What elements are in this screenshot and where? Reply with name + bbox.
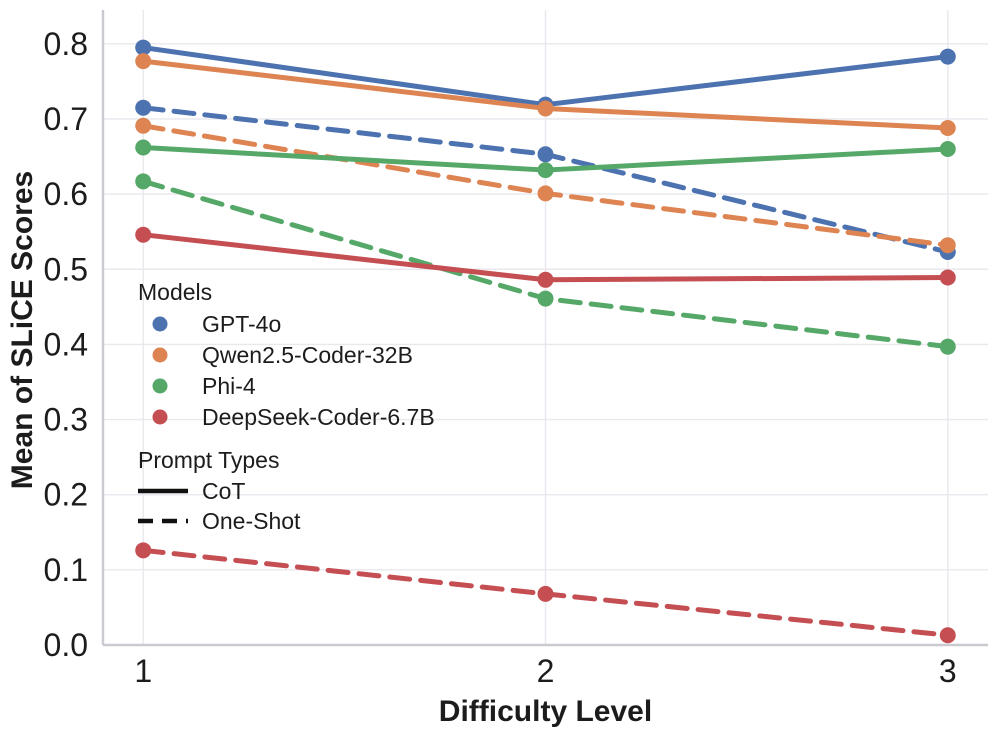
series-deepseek-coder-6-7b-one-shot [135, 542, 956, 644]
data-point-deepseek-coder-6-7b-one-shot [537, 585, 554, 602]
y-tick-label: 0.7 [44, 101, 88, 137]
legend-model-marker [152, 347, 168, 363]
data-point-phi-4-cot [939, 141, 956, 158]
x-axis-label: Difficulty Level [439, 695, 652, 728]
data-point-qwen2-5-coder-32b-one-shot [939, 237, 956, 254]
data-point-gpt-4o-cot [135, 39, 152, 56]
data-point-gpt-4o-one-shot [135, 99, 152, 116]
legend: Models GPT-4o Qwen2.5-Coder-32B Phi-4 DeepSe… [138, 279, 435, 534]
legend-prompt-label: One-Shot [202, 508, 301, 534]
data-point-qwen2-5-coder-32b-one-shot [135, 117, 152, 134]
y-tick-label: 0.3 [44, 402, 88, 438]
legend-model-label: Qwen2.5-Coder-32B [202, 342, 413, 368]
data-point-qwen2-5-coder-32b-one-shot [537, 185, 554, 202]
legend-models-title: Models [138, 279, 212, 305]
series-phi-4-cot [135, 139, 956, 179]
x-tick-label: 3 [939, 653, 957, 689]
legend-prompt-types-title: Prompt Types [138, 447, 279, 473]
data-point-phi-4-one-shot [537, 290, 554, 307]
legend-model-label: GPT-4o [202, 311, 281, 337]
data-point-gpt-4o-one-shot [537, 146, 554, 163]
data-point-qwen2-5-coder-32b-cot [537, 100, 554, 117]
y-tick-label: 0.0 [44, 627, 88, 663]
data-point-phi-4-one-shot [939, 338, 956, 355]
data-point-deepseek-coder-6-7b-cot [537, 271, 554, 288]
legend-model-label: DeepSeek-Coder-6.7B [202, 404, 435, 430]
data-point-gpt-4o-cot [939, 48, 956, 65]
data-point-phi-4-cot [537, 162, 554, 179]
data-point-phi-4-one-shot [135, 173, 152, 190]
data-point-deepseek-coder-6-7b-cot [939, 269, 956, 286]
data-point-deepseek-coder-6-7b-one-shot [939, 627, 956, 644]
series-qwen2-5-coder-32b-cot [135, 53, 956, 136]
data-point-qwen2-5-coder-32b-cot [939, 119, 956, 136]
series-phi-4-one-shot [135, 173, 956, 355]
y-axis-label: Mean of SLiCE Scores [6, 171, 39, 489]
y-tick-label: 0.8 [44, 26, 88, 62]
legend-model-marker [152, 378, 168, 394]
y-tick-label: 0.4 [44, 326, 88, 362]
legend-prompt-label: CoT [202, 478, 245, 504]
legend-model-marker [152, 409, 168, 425]
legend-model-marker [152, 316, 168, 332]
data-point-qwen2-5-coder-32b-cot [135, 53, 152, 70]
series-deepseek-coder-6-7b-cot [135, 226, 956, 288]
y-tick-label: 0.1 [44, 552, 88, 588]
x-tick-label: 2 [537, 653, 555, 689]
y-tick-label: 0.2 [44, 477, 88, 513]
data-point-deepseek-coder-6-7b-cot [135, 226, 152, 243]
x-tick-label: 1 [134, 653, 152, 689]
data-point-deepseek-coder-6-7b-one-shot [135, 542, 152, 559]
legend-model-label: Phi-4 [202, 373, 256, 399]
y-tick-label: 0.6 [44, 176, 88, 212]
data-point-phi-4-cot [135, 139, 152, 156]
y-tick-label: 0.5 [44, 251, 88, 287]
series-qwen2-5-coder-32b-one-shot [135, 117, 956, 254]
